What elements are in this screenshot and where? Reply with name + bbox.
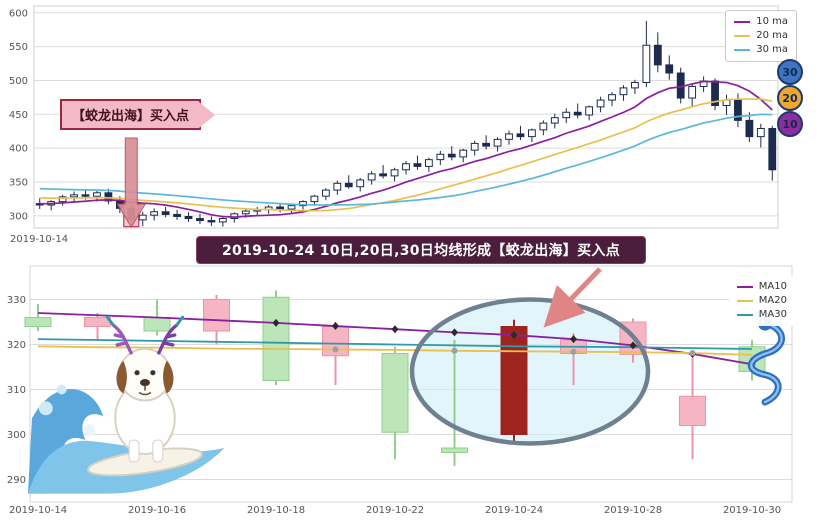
ma10-marker: [391, 325, 399, 334]
legend-line-swatch: [736, 286, 753, 288]
pattern-ellipse-fill: [412, 299, 648, 444]
top-y-tick-label: 300: [9, 211, 28, 222]
ma20-marker: [451, 347, 458, 354]
buy-point-callout-label: 【蛟龙出海】买入点: [72, 109, 190, 124]
top-legend-item: 30 ma: [734, 43, 788, 57]
top-ma-line: [39, 80, 773, 218]
top-x-tick-label: 2019-10-14: [10, 234, 68, 245]
ma-badge-30: 30: [777, 59, 803, 85]
dog-eye: [150, 370, 156, 376]
dog-leg: [128, 439, 140, 463]
top-legend-item: 20 ma: [734, 29, 788, 43]
foam-bubble: [56, 384, 67, 395]
legend-label: 30 ma: [756, 44, 788, 55]
legend-line-swatch: [736, 314, 753, 316]
ma10-marker: [332, 322, 339, 331]
banner-to-ellipse-arrow: [543, 267, 602, 328]
callout-right-arrow-icon: [199, 101, 216, 128]
ma10-marker: [510, 331, 518, 340]
ma10-marker: [451, 328, 458, 337]
top-ma-line: [39, 113, 773, 206]
bottom-x-tick-label: 2019-10-18: [247, 505, 305, 516]
top-y-tick-label: 550: [9, 42, 28, 53]
surfing-dog-illustration: [28, 315, 225, 494]
legend-label: MA20: [758, 295, 787, 306]
ma10-marker: [570, 335, 577, 344]
top-y-tick-label: 600: [9, 8, 28, 19]
ma20-marker: [689, 350, 696, 357]
antler-left: [111, 323, 133, 355]
ma10-marker: [272, 318, 280, 327]
bottom-x-tick-label: 2019-10-24: [485, 505, 543, 516]
top-candlestick-chart: 300 350 400 450 500 550 600 2019-10-14: [9, 5, 779, 245]
bottom-x-tick-label: 2019-10-14: [9, 505, 67, 516]
antler-tips: [105, 315, 185, 327]
pattern-title-banner: 2019-10-24 10日,20日,30日均线形成【蛟龙出海】买入点: [196, 236, 646, 264]
bottom-candle-series: [24, 290, 766, 466]
ma-badge-10: 10: [777, 111, 803, 137]
legend-line-swatch: [734, 21, 751, 23]
dog-mouth: [138, 385, 152, 396]
bottom-y-tick-label: 310: [7, 385, 26, 396]
dog-head: [118, 347, 172, 402]
dragon-body-highlight: [750, 322, 783, 404]
bottom-legend-item: MA30: [736, 308, 787, 322]
foam-bubble: [38, 401, 53, 416]
legend-label: MA30: [758, 309, 787, 320]
dog-ear: [116, 360, 127, 394]
dog-leg: [152, 439, 164, 463]
legend-line-swatch: [734, 49, 751, 51]
top-candle-series: [35, 20, 777, 227]
foam-bubble: [83, 424, 96, 437]
legend-label: 20 ma: [756, 30, 788, 41]
dog-nose: [140, 379, 150, 387]
dog-ear: [163, 360, 174, 394]
ma20-marker: [332, 346, 339, 353]
bottom-x-tick-label: 2019-10-28: [604, 505, 662, 516]
buy-point-callout: 【蛟龙出海】买入点: [60, 99, 216, 130]
bottom-chart-legend: MA10 MA20 MA30: [728, 276, 795, 326]
bottom-x-tick-label: 2019-10-30: [723, 505, 781, 516]
pattern-ellipse-outline: [409, 297, 651, 446]
bottom-y-tick-label: 300: [7, 430, 26, 441]
legend-label: MA10: [758, 281, 787, 292]
top-legend-item: 10 ma: [734, 15, 788, 29]
bottom-y-tick-label: 320: [7, 340, 26, 351]
bottom-candlestick-chart: 290 300 310 320 330 2019-10-14 2019-10-16 2019-…: [7, 265, 793, 516]
ma-badges: 30 20 10: [777, 59, 803, 137]
bottom-y-tick-label: 330: [7, 295, 26, 306]
top-y-tick-label: 500: [9, 76, 28, 87]
bottom-x-tick-label: 2019-10-16: [128, 505, 186, 516]
legend-line-swatch: [734, 35, 751, 37]
antler-right: [157, 323, 179, 355]
bottom-ma20-line: [37, 345, 753, 356]
dog-eye: [134, 370, 140, 376]
top-ma-line: [39, 98, 773, 212]
ma-badge-20: 20: [777, 85, 803, 111]
ma10-marker: [629, 341, 637, 350]
top-chart-legend: 10 ma 20 ma 30 ma: [725, 10, 797, 62]
legend-label: 10 ma: [756, 16, 788, 27]
bottom-legend-item: MA10: [736, 280, 787, 294]
bottom-y-tick-label: 290: [7, 475, 26, 486]
buy-point-down-arrow: [116, 137, 147, 228]
bottom-x-tick-label: 2019-10-22: [366, 505, 424, 516]
ma20-marker: [570, 348, 577, 355]
bottom-legend-item: MA20: [736, 294, 787, 308]
legend-line-swatch: [736, 300, 753, 302]
top-y-tick-label: 350: [9, 177, 28, 188]
top-y-tick-label: 450: [9, 110, 28, 121]
top-y-tick-label: 400: [9, 144, 28, 155]
